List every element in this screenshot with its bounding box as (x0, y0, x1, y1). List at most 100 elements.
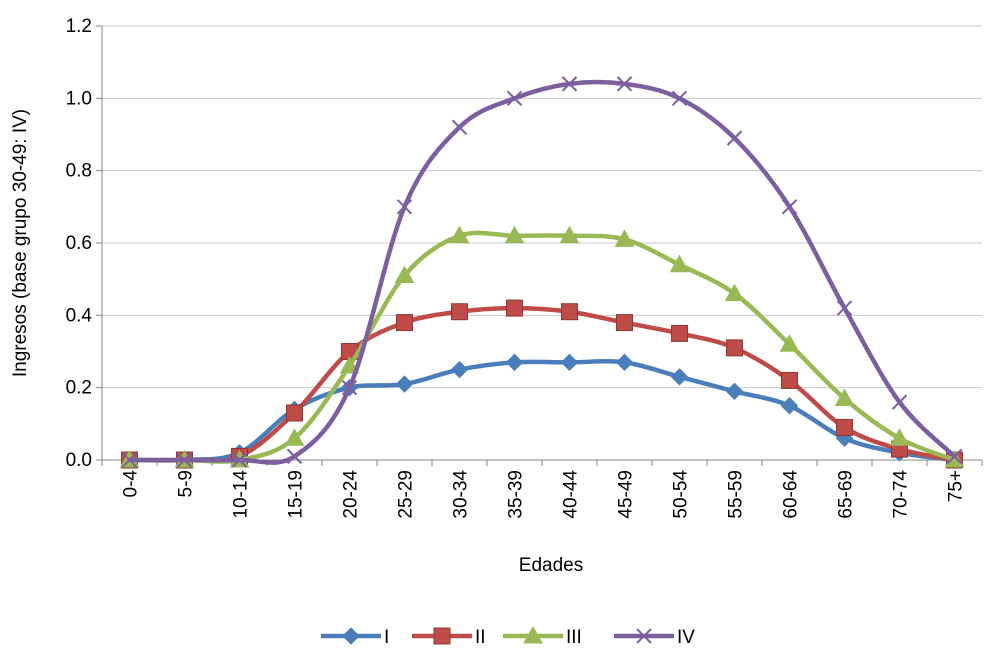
data-point-II (836, 418, 853, 436)
marker-stroke (561, 76, 578, 92)
data-point-II (396, 314, 413, 332)
marker-stroke (616, 76, 633, 92)
y-tick-label: 1.2 (66, 16, 92, 37)
marker-stroke (286, 448, 303, 465)
x-axis-label: Edades (519, 555, 583, 576)
marker-stroke (451, 119, 468, 135)
marker-stroke (836, 300, 853, 316)
legend-swatch-marker (433, 627, 451, 645)
data-point-I (560, 353, 579, 372)
data-point-IV (396, 199, 413, 215)
data-point-IV (946, 448, 963, 465)
y-tick-label: 0.4 (66, 305, 93, 326)
data-point-IV (176, 452, 193, 468)
data-point-III (779, 334, 800, 352)
data-point-II (506, 299, 523, 317)
marker-stroke (176, 452, 193, 468)
legend-swatch-marker (342, 627, 360, 645)
data-point-I (780, 397, 799, 415)
legend-item-II: II (412, 627, 486, 648)
marker-stroke (671, 90, 688, 107)
x-tick-label: 55-59 (726, 470, 747, 519)
data-point-IV (341, 379, 358, 396)
y-tick-label: 0.6 (66, 233, 92, 254)
data-point-II (671, 324, 688, 342)
marker-stroke (506, 90, 523, 107)
data-point-III (614, 229, 635, 247)
data-point-III (394, 265, 415, 284)
legend-item-IV: IV (614, 627, 695, 648)
data-point-IV (671, 90, 688, 107)
data-point-III (944, 449, 965, 468)
marker-stroke (946, 448, 963, 465)
x-tick-label: 35-39 (506, 470, 527, 519)
data-point-IV (451, 119, 468, 135)
data-point-IV (121, 452, 138, 468)
series-line-II (127, 305, 957, 464)
data-point-I (670, 368, 689, 386)
y-axis-label: Ingresos (base grupo 30-49: IV) (10, 109, 31, 377)
data-point-IV (286, 448, 303, 465)
data-point-IV (726, 130, 743, 146)
data-point-IV (616, 76, 633, 92)
data-point-IV (561, 76, 578, 92)
series-III (119, 225, 965, 468)
x-tick-label: 50-54 (671, 470, 692, 519)
data-point-II (616, 314, 633, 332)
y-tick-label: 0.8 (66, 161, 92, 182)
data-point-IV (506, 90, 523, 107)
series-II (121, 299, 963, 469)
data-point-III (504, 225, 525, 244)
data-point-III (339, 355, 360, 374)
series-line-IV (127, 79, 957, 465)
gridlines (102, 25, 982, 389)
marker-stroke (341, 379, 358, 396)
x-tick-label: 65-69 (836, 470, 857, 519)
x-tick-label: 10-14 (231, 470, 252, 519)
x-tick-label: 20-24 (341, 470, 362, 519)
legend: I II III IV (321, 625, 695, 648)
y-tick-label: 0.2 (66, 378, 92, 399)
series-IV (121, 76, 963, 468)
legend-label: II (475, 627, 486, 646)
data-point-III (889, 428, 910, 446)
data-point-IV (891, 394, 908, 410)
data-point-III (559, 225, 580, 244)
x-tick-label: 0-4 (121, 470, 142, 498)
data-point-III (724, 283, 745, 302)
y-tick-label: 1.0 (66, 88, 92, 109)
legend-label: IV (677, 627, 695, 646)
data-point-I (505, 353, 524, 372)
data-point-IV (781, 199, 798, 215)
marker-stroke (891, 394, 908, 410)
series-line-I (127, 359, 957, 463)
data-point-IV (836, 300, 853, 316)
data-point-III (834, 388, 855, 407)
data-point-I (615, 353, 634, 372)
series-group (119, 76, 965, 469)
legend-swatch-marker (523, 625, 543, 644)
legend-label: I (384, 627, 389, 646)
x-tick-label: 25-29 (396, 470, 417, 519)
data-point-III (669, 254, 690, 273)
legend-label: III (566, 627, 582, 646)
legend-swatch-marker (636, 628, 652, 644)
x-tick-label: 60-64 (781, 470, 802, 519)
data-point-II (726, 339, 743, 357)
x-tick-label: 5-9 (176, 470, 197, 497)
data-point-III (284, 428, 305, 446)
x-tick-label: 70-74 (891, 470, 912, 519)
marker-stroke (231, 452, 248, 468)
data-point-IV (231, 452, 248, 468)
series-line-III (127, 230, 957, 464)
x-tick-label: 30-34 (451, 470, 472, 519)
marker-stroke (726, 130, 743, 146)
data-point-II (781, 371, 798, 389)
legend-item-III: III (503, 625, 582, 648)
data-point-I (395, 375, 414, 393)
y-tick-label: 0.0 (66, 450, 92, 471)
marker-stroke (396, 199, 413, 215)
marker-stroke (781, 199, 798, 215)
